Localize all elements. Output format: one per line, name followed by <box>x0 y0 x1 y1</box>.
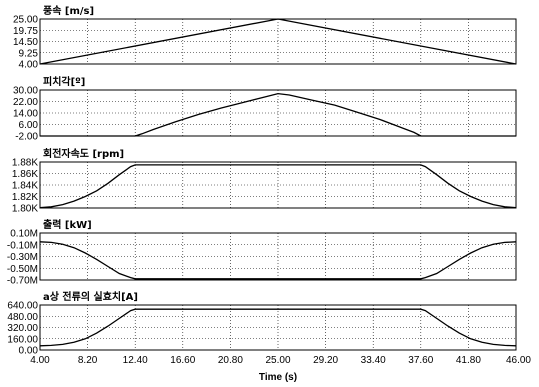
y-tick-label: 14.50 <box>13 37 38 48</box>
panel-title: a상 전류의 실효치[A] <box>43 290 138 303</box>
y-tick-label: -0.10M <box>7 240 38 251</box>
y-tick-label: 1.86K <box>12 169 38 180</box>
series-line <box>39 164 517 209</box>
y-tick-label: 19.75 <box>13 26 38 37</box>
panel-title: 풍속 [m/s] <box>43 5 94 17</box>
x-tick-label: 8.20 <box>78 355 98 366</box>
series-line <box>39 308 517 347</box>
series-line <box>39 18 517 65</box>
y-tick-label: 6.00 <box>19 120 39 131</box>
panel-title: 출력 [kW] <box>43 218 92 231</box>
y-tick-label: 1.84K <box>12 181 38 192</box>
series-line <box>39 241 517 280</box>
x-tick-label: 4.00 <box>30 355 50 366</box>
x-tick-label: 46.00 <box>506 355 531 366</box>
y-tick-label: 0.10M <box>10 229 38 240</box>
y-tick-label: -2.00 <box>15 132 38 143</box>
y-tick-label: 160.00 <box>7 334 38 345</box>
x-tick-label: 25.00 <box>265 355 290 366</box>
y-tick-label: -0.70M <box>7 276 38 287</box>
panel-title: 회전자속도 [rpm] <box>43 147 124 160</box>
x-axis: 4.00 8.20 12.40 16.60 20.80 25.00 29.20 33.40 37… <box>30 355 531 366</box>
y-tick-label: 4.00 <box>19 60 39 71</box>
panel-4: 0.10M-0.10M-0.30M-0.50M-0.70M 출력 [kW] <box>7 218 517 287</box>
y-tick-label: 0.00 <box>19 346 39 357</box>
y-tick-label: 1.88K <box>12 158 38 169</box>
panel-title: 피치각[º] <box>43 75 85 88</box>
y-tick-label: 14.00 <box>13 109 38 120</box>
x-tick-label: 37.60 <box>408 355 433 366</box>
y-tick-label: -0.30M <box>7 252 38 263</box>
y-tick-label: 9.25 <box>19 48 39 59</box>
x-axis-label: Time (s) <box>259 372 297 383</box>
y-tick-label: -0.50M <box>7 264 38 275</box>
y-tick-label: 25.00 <box>13 15 38 26</box>
y-tick-label: 480.00 <box>7 312 38 323</box>
y-tick-label: 30.00 <box>13 86 38 97</box>
x-tick-label: 16.60 <box>170 355 195 366</box>
series-line <box>40 92 516 137</box>
x-tick-label: 29.20 <box>313 355 338 366</box>
x-tick-label: 41.80 <box>456 355 481 366</box>
y-tick-label: 640.00 <box>7 301 38 312</box>
x-tick-label: 20.80 <box>218 355 243 366</box>
y-tick-label: 1.82K <box>12 192 38 203</box>
x-tick-label: 12.40 <box>123 355 148 366</box>
y-tick-label: 22.00 <box>13 97 38 108</box>
x-tick-label: 33.40 <box>361 355 386 366</box>
y-tick-label: 1.80K <box>12 204 38 215</box>
y-tick-label: 320.00 <box>7 323 38 334</box>
